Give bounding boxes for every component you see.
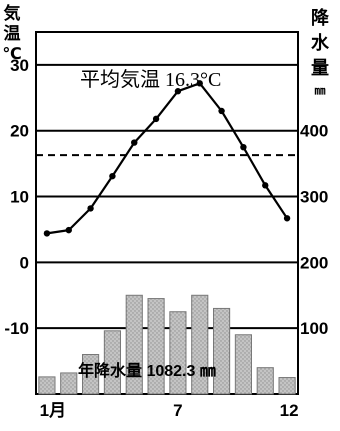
right-axis-label-0: 降 [311, 7, 330, 28]
right-tick-label-100: 100 [300, 319, 328, 338]
annual-precipitation-label: 年降水量 1082.3 ㎜ [78, 361, 216, 380]
temperature-point-4 [109, 172, 116, 180]
precipitation-bar-6 [147, 298, 165, 395]
grid-layer [35, 31, 299, 395]
left-tick-label-0: 0 [20, 253, 29, 272]
temperature-series [43, 80, 291, 237]
temperature-point-7 [174, 88, 182, 95]
left-tick-label-20: 20 [10, 122, 29, 141]
temperature-point-11 [262, 182, 269, 189]
precipitation-bar-7 [169, 311, 187, 395]
right-axis-label-3: ㎜ [315, 85, 326, 97]
precipitation-bar-4 [103, 330, 121, 395]
left-tick-label-30: 30 [10, 56, 29, 75]
right-axis-label-2: 量 [311, 57, 329, 78]
temperature-point-10 [240, 143, 247, 151]
temperature-point-2 [65, 226, 72, 234]
x-tick-label-0: 1月 [40, 401, 66, 420]
right-tick-label-300: 300 [300, 188, 328, 207]
left-tick-label-10: 10 [10, 188, 29, 207]
precipitation-bar-5 [125, 294, 143, 395]
temperature-point-9 [218, 107, 225, 115]
precipitation-bar-8 [191, 294, 209, 395]
temperature-point-1 [43, 230, 51, 237]
precipitation-bar-9 [213, 307, 231, 395]
left-axis-label-1: 温 [4, 24, 21, 43]
plot-frame [35, 31, 299, 395]
precipitation-bars [38, 294, 296, 395]
left-axis-label-0: 気 [3, 3, 21, 23]
temperature-point-6 [152, 115, 160, 123]
precipitation-bar-3 [82, 354, 100, 395]
temperature-point-8 [196, 80, 203, 87]
precipitation-bar-11 [256, 367, 274, 395]
left-tick-label-neg10: -10 [4, 319, 29, 338]
x-tick-label-2: 12 [280, 401, 299, 420]
precipitation-bar-10 [234, 334, 252, 395]
x-tick-label-1: 7 [173, 401, 182, 420]
temperature-point-12 [283, 215, 291, 222]
right-tick-label-400: 400 [300, 122, 328, 141]
precipitation-bar-1 [38, 376, 56, 395]
temperature-line [46, 82, 289, 235]
chart-title: 平均気温 16.3°C [80, 68, 221, 91]
temperature-point-5 [131, 139, 138, 146]
left-axis-label-2: ℃ [2, 46, 21, 63]
right-tick-label-200: 200 [300, 253, 328, 272]
precipitation-bar-12 [278, 377, 296, 395]
right-axis-label-1: 水 [311, 32, 330, 53]
precipitation-bar-2 [60, 372, 78, 395]
temperature-point-3 [87, 205, 94, 212]
